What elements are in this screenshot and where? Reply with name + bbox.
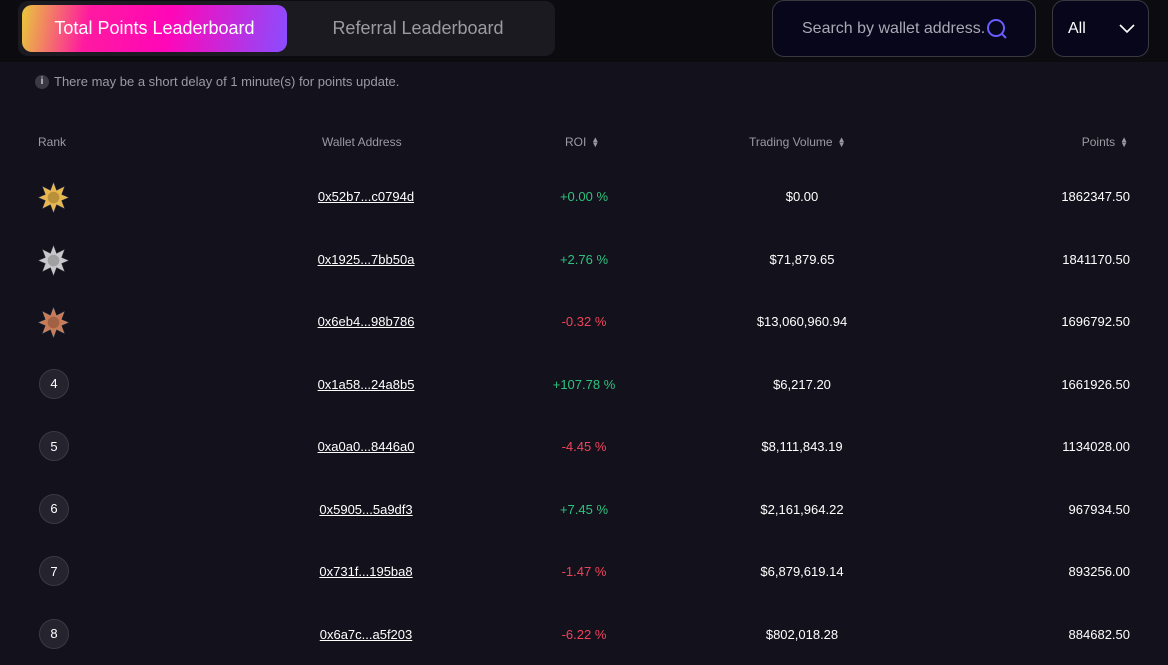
roi-value: -6.22 % xyxy=(561,626,607,642)
header-rank-label: Rank xyxy=(38,135,67,149)
filter-selected-value: All xyxy=(1068,19,1086,37)
table-row: 8 0x6a7c...a5f203 -6.22 % $802,018.28 884682… xyxy=(0,615,1168,655)
silver-medal-icon xyxy=(38,244,69,276)
tab-total-points[interactable]: Total Points Leaderboard xyxy=(22,5,287,52)
roi-value: +2.76 % xyxy=(559,251,609,267)
table-row: 0x1925...7bb50a +2.76 % $71,879.65 1841170.… xyxy=(0,240,1168,280)
header-roi-label: ROI xyxy=(565,135,587,149)
rank-badge: 4 xyxy=(39,368,69,399)
rank-badge: 7 xyxy=(39,556,69,586)
sort-icon: ▲ ▼ xyxy=(591,135,600,149)
roi-value: +7.45 % xyxy=(559,501,609,517)
points-value: 1862347.50 xyxy=(1061,189,1130,204)
header-points-label: Points xyxy=(1081,135,1116,149)
bronze-medal-icon xyxy=(38,307,69,338)
points-value: 1661926.50 xyxy=(1061,376,1130,392)
wallet-address-link[interactable]: 0x6eb4...98b786 xyxy=(317,314,415,329)
sort-icon: ▲ ▼ xyxy=(837,135,846,149)
rank-badge: 8 xyxy=(39,618,69,649)
header-volume[interactable]: Trading Volume ▲ ▼ xyxy=(749,135,846,149)
roi-value: -1.47 % xyxy=(561,564,607,579)
search-box xyxy=(772,0,1036,57)
table-row: 4 0x1a58...24a8b5 +107.78 % $6,217.20 166192… xyxy=(0,365,1168,405)
header-wallet-label: Wallet Address xyxy=(322,135,402,149)
wallet-address-link[interactable]: 0x5905...5a9df3 xyxy=(319,501,413,517)
chevron-down-icon xyxy=(1119,23,1135,33)
points-value: 1696792.50 xyxy=(1061,314,1130,329)
trading-volume-value: $2,161,964.22 xyxy=(760,501,844,517)
roi-value: +107.78 % xyxy=(552,376,616,392)
wallet-address-link[interactable]: 0x6a7c...a5f203 xyxy=(319,626,413,642)
filter-select[interactable]: All xyxy=(1052,0,1149,57)
points-value: 967934.50 xyxy=(1068,501,1130,517)
wallet-address-link[interactable]: 0xa0a0...8446a0 xyxy=(317,439,415,454)
wallet-address-link[interactable]: 0x731f...195ba8 xyxy=(319,564,413,579)
trading-volume-value: $6,217.20 xyxy=(773,376,831,392)
trading-volume-value: $8,111,843.19 xyxy=(761,439,843,454)
header-roi[interactable]: ROI ▲ ▼ xyxy=(565,135,599,149)
leaderboard-tabs: Total Points Leaderboard Referral Leader… xyxy=(18,1,555,56)
wallet-address-link[interactable]: 0x52b7...c0794d xyxy=(317,189,415,204)
rank-badge: 5 xyxy=(39,431,69,461)
info-icon: i xyxy=(35,74,49,89)
trading-volume-value: $13,060,960.94 xyxy=(756,314,848,329)
trading-volume-value: $0.00 xyxy=(785,189,819,204)
tab-referral[interactable]: Referral Leaderboard xyxy=(332,18,504,38)
roi-value: -0.32 % xyxy=(561,314,607,329)
search-input[interactable] xyxy=(802,19,988,38)
table-row: 6 0x5905...5a9df3 +7.45 % $2,161,964.22 9679… xyxy=(0,490,1168,530)
search-icon[interactable] xyxy=(986,18,1008,40)
points-value: 1841170.50 xyxy=(1062,251,1130,267)
update-delay-notice: i There may be a short delay of 1 minute… xyxy=(35,74,399,89)
sort-icon: ▲ ▼ xyxy=(1120,135,1128,149)
trading-volume-value: $71,879.65 xyxy=(769,251,835,267)
gold-medal-icon xyxy=(38,182,69,213)
rank-badge: 6 xyxy=(39,493,69,524)
table-row: 7 0x731f...195ba8 -1.47 % $6,879,619.14 8932… xyxy=(0,552,1168,592)
header-points[interactable]: Points ▲ ▼ xyxy=(1082,135,1128,149)
table-row: 5 0xa0a0...8446a0 -4.45 % $8,111,843.19 1134… xyxy=(0,427,1168,467)
table-row: 0x52b7...c0794d +0.00 % $0.00 1862347.50 xyxy=(0,177,1168,217)
header-wallet: Wallet Address xyxy=(322,135,402,149)
roi-value: -4.45 % xyxy=(561,439,607,454)
trading-volume-value: $6,879,619.14 xyxy=(760,564,844,579)
roi-value: +0.00 % xyxy=(559,189,609,204)
notice-text: There may be a short delay of 1 minute(s… xyxy=(54,74,400,89)
table-row: 0x6eb4...98b786 -0.32 % $13,060,960.94 1696… xyxy=(0,302,1168,342)
points-value: 893256.00 xyxy=(1068,564,1130,579)
header-volume-label: Trading Volume xyxy=(749,135,833,149)
trading-volume-value: $802,018.28 xyxy=(765,626,839,642)
points-value: 884682.50 xyxy=(1068,626,1130,642)
wallet-address-link[interactable]: 0x1a58...24a8b5 xyxy=(317,376,415,392)
header-rank: Rank xyxy=(38,135,66,149)
points-value: 1134028.00 xyxy=(1062,439,1130,454)
wallet-address-link[interactable]: 0x1925...7bb50a xyxy=(317,251,415,267)
